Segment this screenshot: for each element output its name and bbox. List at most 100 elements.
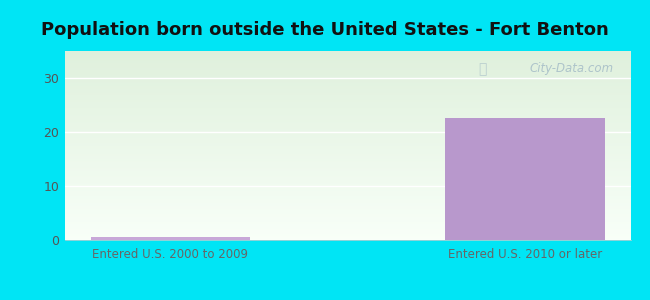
Bar	[65, 238, 630, 239]
Bar	[65, 61, 630, 62]
Bar	[65, 72, 630, 73]
Bar	[65, 159, 630, 160]
Bar	[65, 161, 630, 162]
Bar	[65, 73, 630, 74]
Bar	[65, 172, 630, 173]
Bar	[65, 76, 630, 77]
Bar	[65, 108, 630, 109]
Bar	[65, 68, 630, 69]
Bar	[65, 105, 630, 106]
Bar	[65, 56, 630, 57]
Bar	[65, 156, 630, 157]
Bar	[65, 133, 630, 134]
Bar	[65, 208, 630, 209]
Bar	[65, 81, 630, 82]
Bar	[65, 82, 630, 83]
Bar	[65, 100, 630, 101]
Bar	[65, 95, 630, 96]
Bar	[65, 224, 630, 225]
Bar	[65, 170, 630, 171]
Bar	[65, 211, 630, 212]
Bar	[65, 144, 630, 145]
Bar	[65, 187, 630, 188]
Bar	[65, 99, 630, 100]
Bar	[65, 179, 630, 180]
Bar	[65, 217, 630, 218]
Bar	[65, 195, 630, 196]
Bar	[65, 219, 630, 220]
Bar	[65, 201, 630, 202]
Bar	[65, 140, 630, 141]
Bar	[65, 164, 630, 165]
Bar	[65, 129, 630, 130]
Bar	[65, 206, 630, 207]
Bar	[65, 125, 630, 126]
Bar	[65, 109, 630, 110]
Bar	[65, 101, 630, 102]
Bar	[65, 90, 630, 91]
Bar	[65, 176, 630, 177]
Bar	[65, 79, 630, 80]
Bar	[65, 226, 630, 227]
Bar	[65, 232, 630, 233]
Bar	[65, 103, 630, 104]
Bar	[65, 205, 630, 206]
Bar	[65, 138, 630, 139]
Bar	[65, 62, 630, 63]
Bar	[65, 51, 630, 52]
Bar	[65, 65, 630, 66]
Bar	[65, 60, 630, 61]
Bar	[65, 113, 630, 114]
Bar	[65, 169, 630, 170]
Bar	[65, 106, 630, 107]
Bar	[65, 178, 630, 179]
Bar	[65, 59, 630, 60]
Bar	[65, 168, 630, 169]
Bar	[65, 126, 630, 127]
Bar	[65, 222, 630, 223]
Bar	[65, 124, 630, 125]
Bar	[65, 137, 630, 138]
Bar	[65, 69, 630, 70]
Bar	[65, 192, 630, 193]
Bar	[65, 166, 630, 167]
Bar	[65, 191, 630, 192]
Bar	[65, 236, 630, 237]
Bar	[65, 112, 630, 113]
Bar	[65, 92, 630, 93]
Bar	[65, 228, 630, 229]
Bar	[65, 202, 630, 203]
Bar	[65, 150, 630, 151]
Bar	[65, 182, 630, 183]
Bar	[65, 107, 630, 108]
Bar	[65, 199, 630, 200]
Bar	[65, 134, 630, 135]
Bar	[65, 174, 630, 175]
Bar	[65, 220, 630, 221]
Bar	[65, 223, 630, 224]
Bar	[65, 177, 630, 178]
Bar	[65, 54, 630, 55]
Bar	[65, 88, 630, 89]
Bar	[65, 207, 630, 208]
Bar	[65, 153, 630, 154]
Bar	[65, 200, 630, 201]
Bar	[65, 233, 630, 234]
Bar	[65, 165, 630, 166]
Bar	[65, 53, 630, 54]
Bar	[65, 209, 630, 210]
Bar	[65, 132, 630, 133]
Bar	[65, 78, 630, 79]
Bar	[65, 123, 630, 124]
Bar	[65, 89, 630, 90]
Bar	[65, 63, 630, 64]
Bar	[65, 198, 630, 199]
Bar	[65, 143, 630, 144]
Bar	[65, 117, 630, 118]
Bar	[65, 93, 630, 94]
Bar	[65, 184, 630, 185]
Bar	[65, 147, 630, 148]
Bar	[91, 237, 250, 240]
Bar	[65, 64, 630, 65]
Bar	[65, 71, 630, 72]
